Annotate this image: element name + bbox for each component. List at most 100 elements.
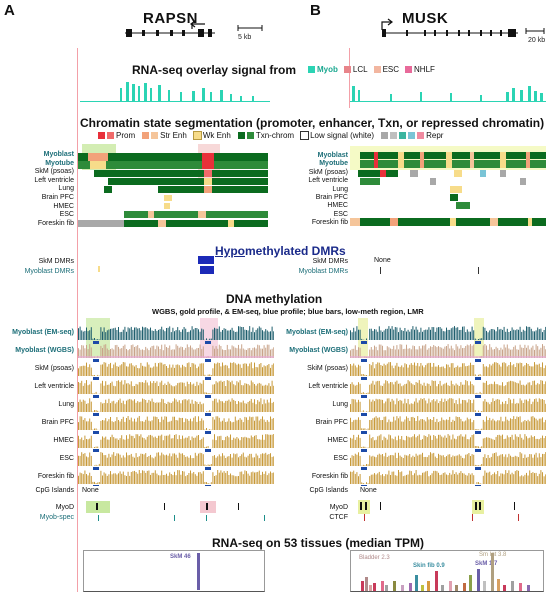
legend-nhlf: NHLF — [405, 65, 435, 74]
chrom-label-b-esc: ESC — [333, 210, 348, 218]
panel-letter-a: A — [4, 2, 15, 19]
dmr-label-b-skm: SkM DMRs — [312, 258, 348, 265]
methylation-subtitle: WGBS, gold profile, & EM-seq, blue profi… — [152, 307, 424, 316]
myod-label-a: MyoD — [55, 504, 74, 511]
meth-label-a-brain: Brain PFC — [41, 419, 74, 426]
cpg-none-a: None — [82, 487, 99, 494]
highlight-line-right — [349, 48, 350, 108]
bottom-tracks-b — [358, 500, 519, 521]
meth-label-a-lung: Lung — [58, 401, 74, 408]
meth-label-b-lung: Lung — [332, 401, 348, 408]
meth-highlight-b2 — [474, 318, 484, 358]
tissue-chart-b: Bladder 2.3 Skin fib 0.9 Sm Int 3.8 SkM … — [350, 550, 544, 592]
meth-label-b-lv: Left ventricle — [308, 383, 348, 390]
chrom-label-b-lung: Lung — [332, 185, 348, 193]
meth-label-a-lv: Left ventricle — [34, 383, 74, 390]
meth-label-b-wgbs: Myoblast (WGBS) — [289, 347, 348, 354]
ctcf-label-b: CTCF — [329, 514, 348, 521]
rnaseq-overlay-title: RNA-seq overlay signal from — [132, 63, 297, 77]
methylation-tracks-b — [350, 326, 546, 486]
tissues-title: RNA-seq on 53 tissues (median TPM) — [212, 536, 425, 550]
legend-myob: Myob — [308, 65, 338, 74]
legend-prom: Prom — [98, 131, 135, 140]
gene-model-rapsn — [125, 20, 215, 37]
rnaseq-overlay-legend: Myob LCL ESC NHLF — [308, 65, 435, 74]
methylation-tracks-a — [78, 326, 274, 486]
legend-repr: Repr — [381, 131, 443, 140]
tissue-annot-b-skm: SkM 1.7 — [475, 561, 498, 567]
meth-label-b-emseq: Myoblast (EM-seq) — [286, 329, 348, 336]
cpg-label-b: CpG Islands — [309, 487, 348, 494]
dmr-tracks-a — [98, 256, 214, 274]
cpg-none-b: None — [360, 487, 377, 494]
myod-label-b: MyoD — [329, 504, 348, 511]
chrom-label-b-brain: Brain PFC — [315, 194, 348, 202]
tissue-annot-a-skm: SkM 46 — [170, 554, 191, 560]
chrom-label-b-myotube: Myotube — [319, 160, 348, 168]
legend-lcl: LCL — [343, 65, 368, 74]
rnaseq-overlay-track-a — [80, 82, 270, 102]
chromatin-title: Chromatin state segmentation (promoter, … — [80, 116, 545, 130]
meth-highlight-b1 — [358, 318, 368, 358]
chrom-label-b-hmec: HMEC — [327, 202, 348, 210]
scale-label-b: 20 kb — [528, 37, 546, 44]
chrom-label-b-foreskin: Foreskin fib — [311, 219, 348, 227]
meth-highlight-a2 — [200, 318, 218, 358]
gene-model-musk — [381, 18, 518, 37]
dmr-label-a-myoblast: Myoblast DMRs — [24, 268, 74, 275]
dmr-labels-a: SkM DMRs Myoblast DMRs — [0, 257, 74, 277]
scale-bar-b — [525, 28, 545, 34]
chromatin-labels-b: Myoblast Myotube SkM (psoas) Left ventri… — [280, 152, 348, 228]
legend-wk-enh: Wk Enh — [192, 131, 231, 140]
chrom-label-a-skm: SkM (psoas) — [34, 168, 74, 176]
legend-low: Low signal (white) — [300, 131, 374, 140]
rnaseq-overlay-track-b — [350, 86, 546, 102]
tissue-bar-a-skm — [197, 553, 200, 590]
tissue-bars-b — [361, 553, 530, 591]
bottom-tracks-a — [86, 501, 265, 521]
dmr-label-a-skm: SkM DMRs — [38, 258, 74, 265]
chrom-label-b-skm: SkM (psoas) — [308, 168, 348, 176]
meth-label-a-foreskin: Foreskin fib — [37, 473, 74, 480]
dmr-label-b-myoblast: Myoblast DMRs — [298, 268, 348, 275]
chromatin-tracks-b — [350, 146, 546, 226]
cpg-label-a: CpG Islands — [35, 487, 74, 494]
panel-letter-b: B — [310, 2, 321, 19]
meth-label-a-hmec: HMEC — [53, 437, 74, 444]
dmr-none-b: None — [374, 257, 391, 264]
scale-label-a: 5 kb — [238, 34, 252, 41]
chrom-label-a-foreskin: Foreskin fib — [37, 219, 74, 227]
chrom-label-b-myoblast: Myoblast — [317, 152, 348, 159]
meth-label-a-esc: ESC — [59, 455, 74, 462]
meth-label-a-emseq: Myoblast (EM-seq) — [12, 329, 74, 336]
chrom-label-a-esc: ESC — [59, 211, 74, 219]
scale-bar-a — [237, 25, 263, 31]
legend-txn: Txn-chrom — [237, 131, 294, 140]
tissue-chart-a: SkM 46 — [83, 550, 265, 592]
chrom-label-b-lv: Left ventricle — [308, 177, 348, 185]
chrom-label-a-myoblast: Myoblast — [43, 151, 74, 158]
chromatin-labels-a: Myoblast Myotube SkM (psoas) Left ventri… — [0, 151, 74, 228]
myob-spec-label-a: Myob-spec — [39, 514, 74, 521]
chromatin-tracks-a — [78, 144, 268, 227]
meth-label-b-skm: SkiM (psoas) — [307, 365, 348, 372]
methylation-title: DNA methylation — [226, 292, 323, 306]
chrom-label-a-myotube: Myotube — [45, 159, 74, 167]
meth-label-b-brain: Brain PFC — [315, 419, 348, 426]
chromatin-legend: Prom Str Enh Wk Enh Txn-chrom Low signal… — [98, 131, 443, 140]
tissue-annot-b-bladder: Bladder 2.3 — [359, 555, 390, 561]
dmr-title: Hypomethylated DMRs — [215, 244, 346, 258]
meth-label-b-esc: ESC — [333, 455, 348, 462]
chrom-label-a-lung: Lung — [58, 185, 74, 193]
legend-esc: ESC — [373, 65, 399, 74]
meth-label-b-foreskin: Foreskin fib — [311, 473, 348, 480]
gene-name-musk: MUSK — [402, 10, 449, 27]
dmr-tracks-b — [380, 267, 479, 274]
meth-label-a-skm: SkM (psoas) — [34, 365, 74, 372]
tissue-annot-b-skinfib: Skin fib 0.9 — [413, 563, 445, 569]
meth-label-a-wgbs: Myoblast (WGBS) — [15, 347, 74, 354]
gene-name-rapsn: RAPSN — [143, 10, 199, 27]
legend-str-enh: Str Enh — [142, 131, 187, 140]
highlight-line-left — [77, 48, 78, 592]
chrom-label-a-brain: Brain PFC — [41, 193, 74, 201]
